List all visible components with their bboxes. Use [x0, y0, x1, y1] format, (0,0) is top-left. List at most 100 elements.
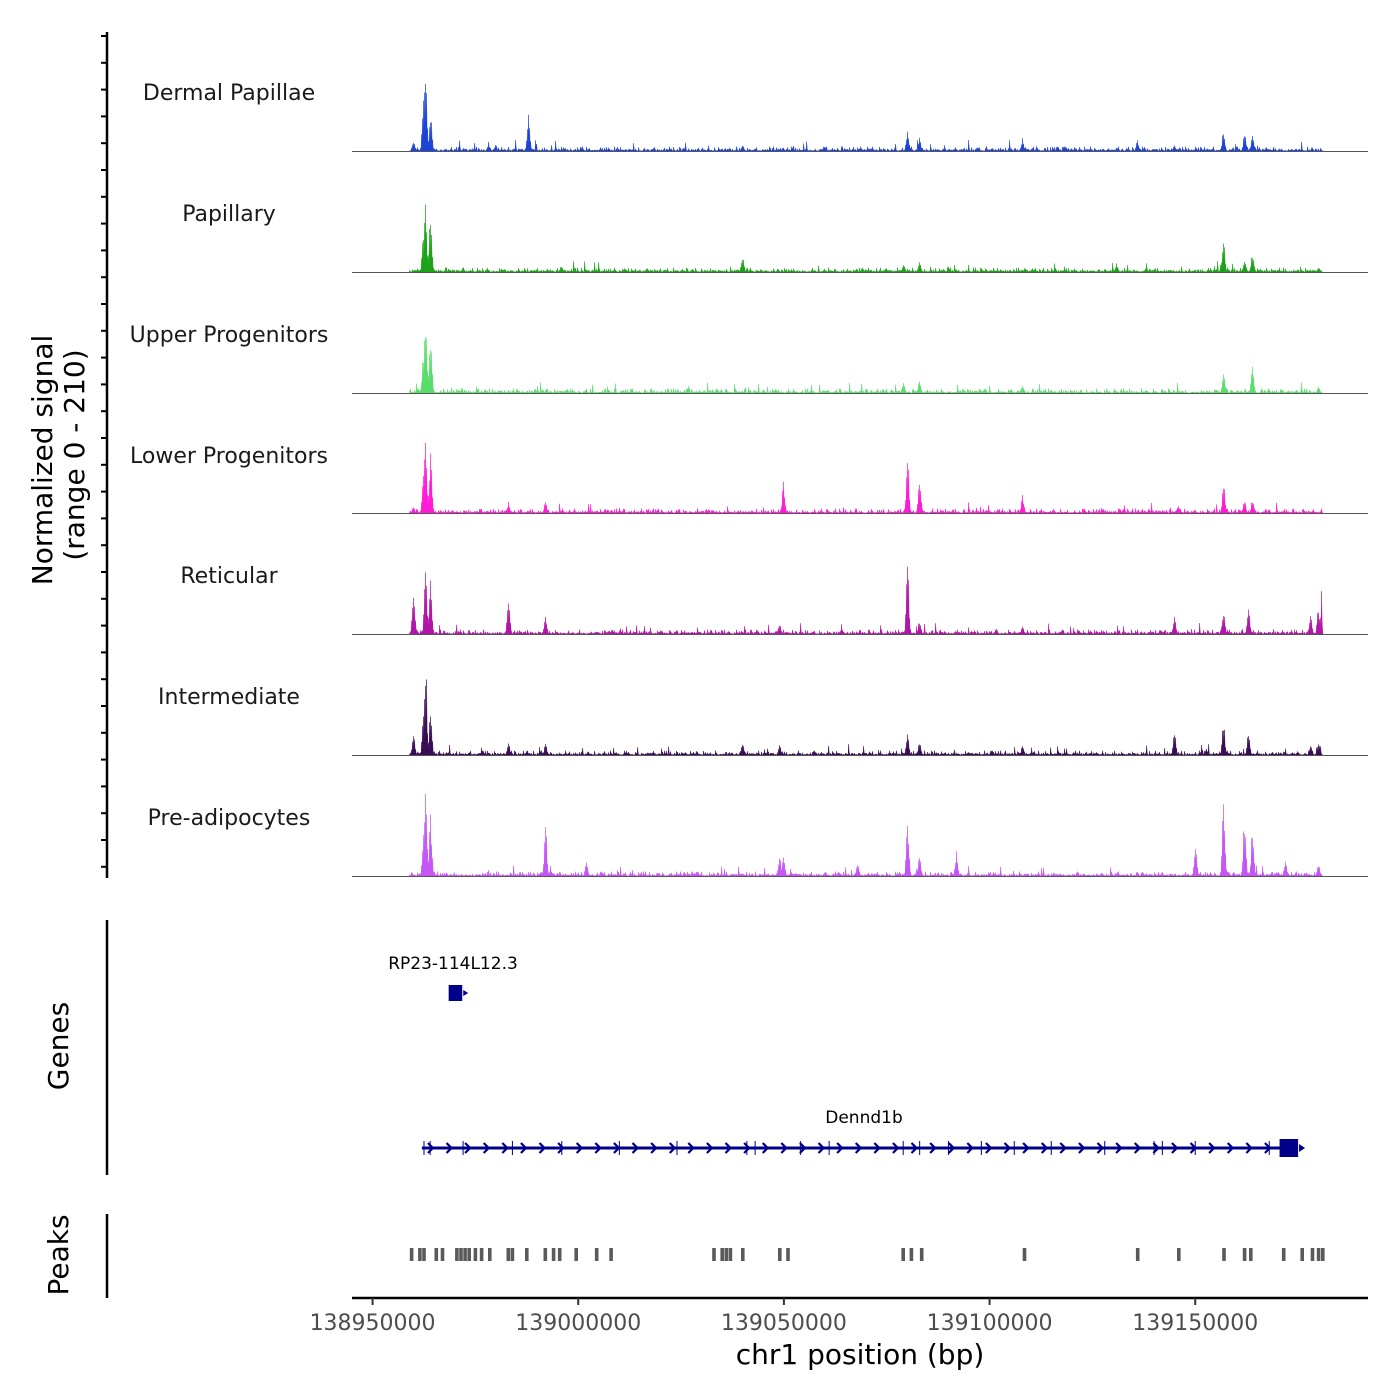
peak-mark — [418, 1248, 422, 1261]
strand-chevron — [631, 1142, 640, 1154]
strand-chevron — [761, 1142, 770, 1154]
gene-label: Dennd1b — [825, 1108, 903, 1128]
coverage-track-labels: Dermal Papillae Papillary Upper Progenitor… — [130, 81, 329, 831]
strand-chevron — [910, 1142, 919, 1154]
peak-mark — [440, 1248, 445, 1261]
gene-strand-arrow — [463, 990, 469, 996]
strand-chevron — [1171, 1142, 1179, 1154]
coverage-y-ticks — [101, 35, 107, 868]
x-axis-ticks: 138950000 139000000 139050000 139100000 1391… — [310, 1298, 1258, 1336]
peak-mark — [909, 1248, 914, 1261]
peak-mark — [479, 1248, 484, 1261]
gene-exon — [448, 985, 463, 1001]
strand-chevron — [1245, 1142, 1253, 1154]
peak-mark — [422, 1248, 426, 1261]
coverage-area — [409, 204, 1323, 273]
strand-chevron — [743, 1142, 751, 1154]
peak-mark — [594, 1248, 599, 1261]
coverage-track-pre-adipocytes — [352, 793, 1368, 877]
strand-chevron — [1208, 1142, 1216, 1154]
peak-mark — [919, 1248, 924, 1261]
coverage-area — [409, 566, 1324, 635]
strand-chevron — [687, 1142, 695, 1154]
strand-chevron — [464, 1142, 472, 1154]
coverage-panel — [352, 83, 1368, 877]
coverage-area — [409, 442, 1324, 514]
x-tick-label: 138950000 — [310, 1311, 436, 1336]
strand-chevron — [780, 1142, 788, 1154]
coverage-track-reticular — [352, 566, 1368, 635]
strand-chevron — [1040, 1142, 1049, 1154]
strand-chevron — [892, 1142, 900, 1154]
strand-chevron — [557, 1142, 565, 1154]
peak-mark — [551, 1248, 556, 1261]
y-axis-range: (range 0 - 210) — [58, 349, 91, 560]
peak-mark — [473, 1248, 478, 1261]
peak-mark — [557, 1248, 562, 1261]
strand-chevron — [1152, 1142, 1160, 1154]
strand-chevron — [482, 1142, 491, 1154]
peak-mark — [1222, 1248, 1226, 1261]
y-axis-title: Normalized signal — [26, 335, 59, 586]
peak-mark — [459, 1248, 463, 1261]
peak-mark — [510, 1248, 515, 1261]
coverage-area — [409, 793, 1324, 877]
track-label: Papillary — [182, 202, 276, 227]
strand-chevron — [966, 1142, 974, 1154]
genes-track-title: Genes — [42, 1002, 75, 1090]
peak-track — [409, 1248, 1325, 1261]
peak-mark — [1177, 1248, 1181, 1261]
peaks-track-title: Peaks — [42, 1214, 75, 1295]
peak-mark — [778, 1248, 782, 1261]
track-label: Upper Progenitors — [130, 323, 329, 348]
peak-mark — [1249, 1248, 1253, 1261]
peak-mark — [488, 1248, 492, 1261]
strand-chevron — [1003, 1142, 1012, 1154]
peak-mark — [901, 1248, 905, 1261]
track-label: Pre-adipocytes — [148, 806, 311, 831]
peak-mark — [574, 1248, 578, 1261]
x-axis-title: chr1 position (bp) — [736, 1338, 985, 1371]
peak-mark — [1316, 1248, 1321, 1261]
strand-chevron — [1078, 1142, 1086, 1154]
strand-chevron — [1133, 1142, 1142, 1154]
peak-mark — [455, 1248, 459, 1261]
strand-chevron — [817, 1142, 826, 1154]
peak-mark — [712, 1248, 716, 1261]
track-label: Lower Progenitors — [130, 444, 328, 469]
strand-chevron — [520, 1142, 528, 1154]
peak-mark — [728, 1248, 733, 1261]
strand-chevron — [1059, 1142, 1067, 1154]
strand-chevron — [538, 1142, 547, 1154]
coverage-track-dermal-papillae — [352, 83, 1368, 152]
peak-mark — [506, 1248, 511, 1261]
gene-strand-arrow — [1299, 1144, 1306, 1152]
coverage-area — [409, 679, 1323, 756]
strand-chevron — [501, 1142, 509, 1154]
peak-mark — [1135, 1248, 1140, 1261]
strand-chevron — [854, 1142, 863, 1154]
strand-chevron — [445, 1142, 454, 1154]
peak-mark — [609, 1248, 613, 1261]
peak-mark — [409, 1248, 414, 1261]
peak-mark — [724, 1248, 729, 1261]
strand-chevron — [836, 1142, 844, 1154]
peak-mark — [1300, 1248, 1304, 1261]
strand-chevron — [1022, 1142, 1030, 1154]
strand-chevron — [706, 1142, 714, 1154]
coverage-area — [409, 336, 1323, 394]
x-tick-label: 139050000 — [721, 1311, 847, 1336]
strand-chevron — [1096, 1142, 1105, 1154]
x-tick-label: 139000000 — [515, 1311, 641, 1336]
gene-dennd1b: Dennd1b — [421, 1108, 1306, 1157]
peak-mark — [543, 1248, 548, 1261]
strand-chevron — [594, 1142, 602, 1154]
gene-track: RP23-114L12.3 Dennd1b — [388, 954, 1306, 1157]
coverage-track-intermediate — [352, 679, 1368, 756]
track-label: Reticular — [180, 564, 278, 589]
peak-mark — [463, 1248, 467, 1261]
strand-chevron — [668, 1142, 677, 1154]
coverage-track-papillary — [352, 204, 1368, 273]
gene-exon — [1279, 1139, 1299, 1157]
coverage-area — [409, 83, 1324, 152]
